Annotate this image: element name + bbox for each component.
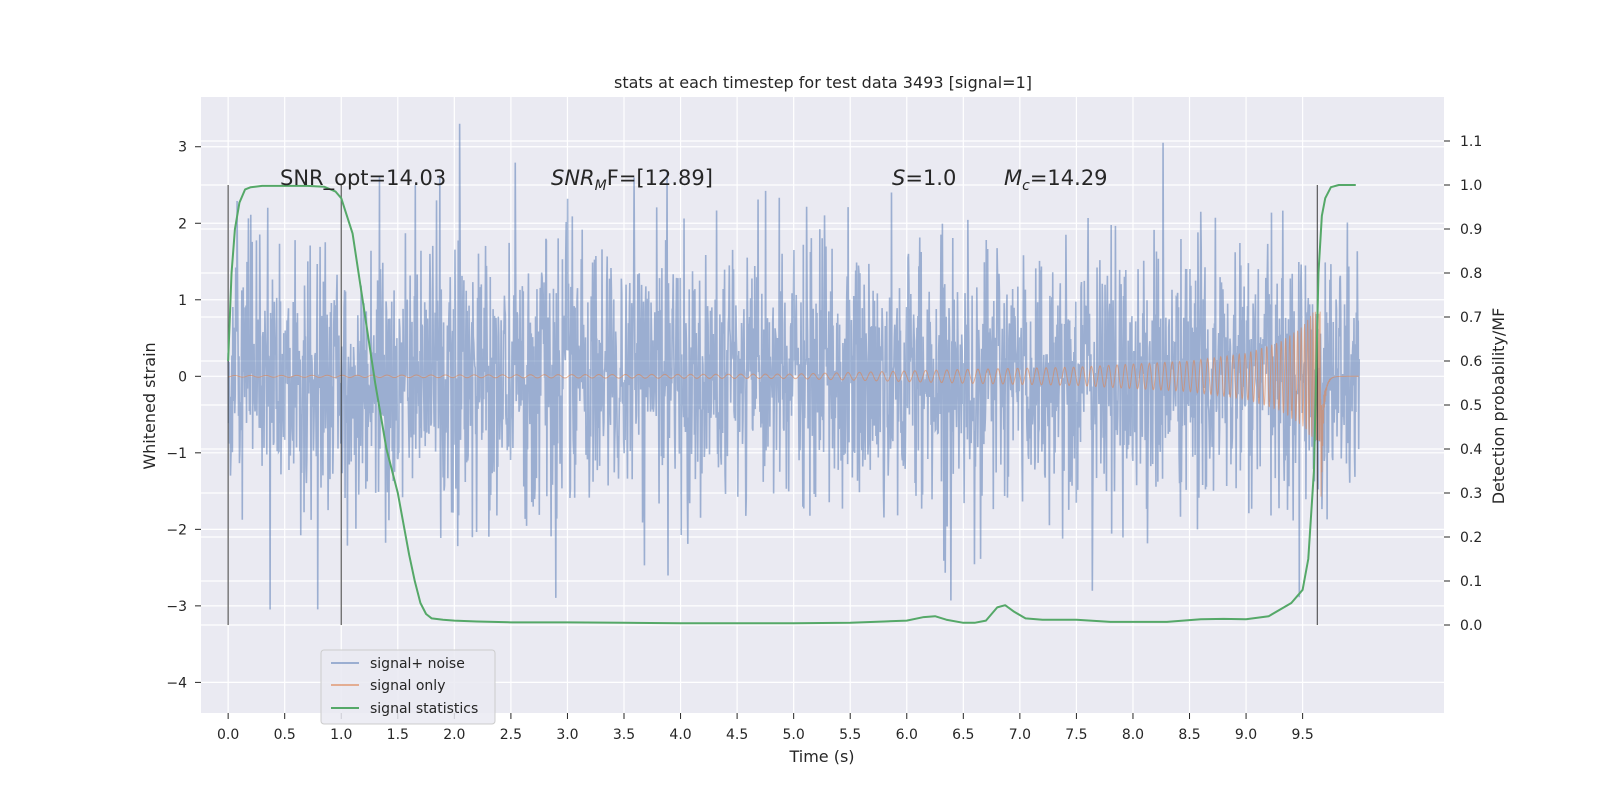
x-tick-label: 0.5 xyxy=(274,727,296,743)
legend-label-signal-only: signal only xyxy=(370,678,445,694)
x-tick-label: 8.5 xyxy=(1178,727,1200,743)
y2-tick-label: 1.1 xyxy=(1460,134,1482,150)
x-tick-label: 3.5 xyxy=(613,727,635,743)
y2-tick-label: 0.6 xyxy=(1460,354,1482,370)
legend-box xyxy=(320,649,496,725)
annotation-snr-mf: SNRMF=[12.89] xyxy=(551,166,713,194)
y2-tick-label: 0.4 xyxy=(1460,442,1482,458)
y2-tick-label: 0.0 xyxy=(1460,618,1482,634)
annotation-mc-sub: c xyxy=(1022,178,1030,194)
y-tick-label: −1 xyxy=(166,446,187,462)
x-tick-label: 4.0 xyxy=(669,727,691,743)
annotation-mc-var: M xyxy=(1004,166,1022,190)
y2-tick-label: 1.0 xyxy=(1460,178,1482,194)
y2-tick-label: 0.7 xyxy=(1460,310,1482,326)
y2-tick-label: 0.9 xyxy=(1460,222,1482,238)
y-tick-label: −3 xyxy=(166,599,187,615)
x-tick-label: 0.0 xyxy=(217,727,239,743)
annotation-s-value: =1.0 xyxy=(905,166,956,190)
y2-tick-labels: 0.0 0.1 0.2 0.3 0.4 0.5 0.6 0.7 0.8 0.9 1.0 1.1 xyxy=(1444,134,1482,634)
y-tick-labels: −4 −3 −2 −1 0 1 2 3 xyxy=(166,140,201,691)
annotation-snr-mf-value: F=[12.89] xyxy=(607,166,713,190)
signal-only-trace xyxy=(228,311,1359,497)
x-tick-label: 1.5 xyxy=(387,727,409,743)
y2-tick-label: 0.2 xyxy=(1460,530,1482,546)
y-tick-label: 0 xyxy=(178,369,187,385)
x-tick-label: 7.5 xyxy=(1065,727,1087,743)
legend-label-signal-plus-noise: signal+ noise xyxy=(370,656,465,672)
x-tick-label: 9.5 xyxy=(1291,727,1313,743)
annotation-snr-opt: SNR_opt=14.03 xyxy=(280,166,446,191)
x-tick-label: 1.0 xyxy=(330,727,352,743)
signal-plus-noise-trace xyxy=(227,123,1360,610)
annotation-snr-mf-sub: M xyxy=(595,178,607,194)
y2-tick-label: 0.8 xyxy=(1460,266,1482,282)
vertical-markers xyxy=(227,185,1318,625)
signal-statistics-line xyxy=(227,184,1356,625)
y2-tick-label: 0.3 xyxy=(1460,486,1482,502)
y-tick-label: −4 xyxy=(166,675,187,691)
y2-axis-label: Detection probability/MF xyxy=(1489,308,1508,505)
x-tick-label: 8.0 xyxy=(1122,727,1144,743)
x-tick-label: 5.0 xyxy=(783,727,805,743)
signal-plus-noise-series xyxy=(227,123,1360,610)
x-tick-label: 9.0 xyxy=(1235,727,1257,743)
annotation-mc: Mc=14.29 xyxy=(1004,166,1108,194)
y-axis-label: Whitened strain xyxy=(140,342,159,469)
x-tick-label: 3.0 xyxy=(556,727,578,743)
y-tick-label: −2 xyxy=(166,522,187,538)
chart-title: stats at each timestep for test data 349… xyxy=(614,73,1032,92)
annotation-mc-value: =14.29 xyxy=(1030,166,1108,190)
x-tick-labels: 0.0 0.5 1.0 1.5 2.0 2.5 3.0 3.5 4.0 4.5 5.0 5.5 6.0 6… xyxy=(217,713,1314,743)
y-tick-label: 1 xyxy=(178,293,187,309)
x-tick-label: 5.5 xyxy=(839,727,861,743)
x-tick-label: 6.0 xyxy=(896,727,918,743)
x-tick-label: 2.5 xyxy=(500,727,522,743)
y-tick-label: 2 xyxy=(178,216,187,232)
y2-tick-label: 0.1 xyxy=(1460,574,1482,590)
legend: signal+ noise signal only signal statist… xyxy=(320,649,496,725)
y2-tick-label: 0.5 xyxy=(1460,398,1482,414)
y-tick-label: 3 xyxy=(178,140,187,156)
x-tick-label: 7.0 xyxy=(1009,727,1031,743)
legend-label-signal-statistics: signal statistics xyxy=(370,701,478,717)
x-tick-label: 2.0 xyxy=(443,727,465,743)
x-tick-label: 4.5 xyxy=(726,727,748,743)
annotation-s-var: S xyxy=(892,166,905,190)
annotation-snr-mf-var: SNR xyxy=(551,166,595,190)
annotation-s: S=1.0 xyxy=(892,166,956,190)
signal-statistics-series xyxy=(227,184,1356,625)
signal-only-series xyxy=(228,311,1359,497)
x-tick-label: 6.5 xyxy=(952,727,974,743)
x-axis-label: Time (s) xyxy=(788,747,854,766)
